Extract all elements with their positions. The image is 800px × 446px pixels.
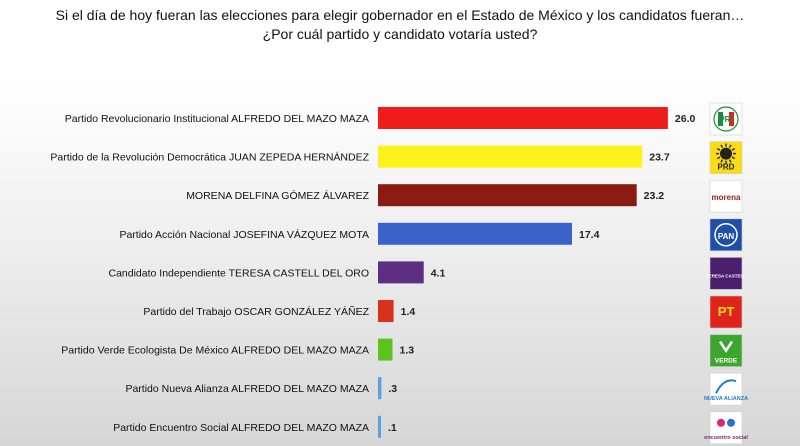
bars-layer: Partido Revolucionario Institucional ALF… (50, 107, 695, 438)
party-logos: PRI PRD morena PAN TERESA CASTELL PT VERDE NUEV… (704, 102, 748, 445)
encuentro-social-logo-icon: encuentro social (704, 411, 748, 445)
pri-logo-icon: PRI (709, 102, 743, 136)
bar-group: Partido del Trabajo OSCAR GONZÁLEZ YÁÑEZ… (143, 300, 415, 322)
bar (378, 338, 393, 361)
bar (378, 145, 643, 168)
data-label: 1.4 (401, 306, 416, 318)
data-label: 4.1 (431, 267, 446, 279)
bar (378, 222, 573, 245)
category-label: Partido Acción Nacional JOSEFINA VÁZQUEZ… (119, 228, 369, 241)
bar-group: Partido Nueva Alianza ALFREDO DEL MAZO M… (125, 377, 397, 400)
category-label: MORENA DELFINA GÓMEZ ÁLVAREZ (186, 189, 369, 202)
logo-text: encuentro social (704, 435, 748, 441)
bar-group: Partido Revolucionario Institucional ALF… (65, 107, 696, 129)
logo-text: PAN (718, 232, 735, 241)
bar-group: Partido de la Revolución Democrática JUA… (50, 145, 670, 168)
bar-group: Partido Encuentro Social ALFREDO DEL MAZ… (113, 415, 397, 438)
category-label: Partido de la Revolución Democrática JUA… (50, 151, 369, 164)
bar (378, 107, 668, 129)
logo-text: PRD (718, 163, 735, 172)
teresa-castell-logo-icon: TERESA CASTELL (706, 257, 746, 290)
pt-logo-icon: PT (709, 295, 743, 329)
category-label: Partido del Trabajo OSCAR GONZÁLEZ YÁÑEZ (143, 305, 369, 318)
prd-logo-icon: PRD (709, 141, 743, 174)
bar (378, 300, 394, 322)
logo-text: TERESA CASTELL (706, 273, 746, 278)
data-label: .3 (388, 383, 397, 395)
logo-text: NUEVA ALIANZA (704, 396, 748, 402)
logo-text: VERDE (715, 358, 738, 365)
data-label: 17.4 (579, 229, 600, 241)
data-label: 23.7 (649, 152, 670, 164)
category-label: Partido Verde Ecologista De México ALFRE… (61, 345, 369, 357)
category-label: Partido Nueva Alianza ALFREDO DEL MAZO M… (125, 383, 369, 395)
pan-logo-icon: PAN (709, 218, 743, 252)
logo-text: PT (718, 304, 735, 319)
category-label: Partido Revolucionario Institucional ALF… (65, 113, 369, 125)
bar (378, 415, 381, 438)
bar (378, 184, 637, 207)
chart-title-line-1: Si el día de hoy fueran las elecciones p… (55, 7, 745, 23)
bar-group: Partido Acción Nacional JOSEFINA VÁZQUEZ… (119, 222, 600, 245)
logo-text: PRI (719, 115, 732, 124)
bar (378, 377, 382, 400)
verde-logo-icon: VERDE (709, 334, 743, 367)
category-label: Candidato Independiente TERESA CASTELL D… (108, 267, 369, 279)
data-label: 26.0 (675, 113, 696, 125)
chart-title: Si el día de hoy fueran las elecciones p… (0, 6, 800, 44)
morena-logo-icon: morena (709, 179, 743, 213)
bar-group: Partido Verde Ecologista De México ALFRE… (61, 338, 414, 361)
data-label: 1.3 (399, 345, 414, 357)
bar (378, 261, 424, 284)
bar-group: Candidato Independiente TERESA CASTELL D… (108, 261, 446, 284)
category-label: Partido Encuentro Social ALFREDO DEL MAZ… (113, 422, 369, 434)
bar-group: MORENA DELFINA GÓMEZ ÁLVAREZ 23.2 (186, 184, 665, 207)
chart-title-line-2: ¿Por cuál partido y candidato votaría us… (262, 26, 538, 42)
data-label: .1 (388, 422, 397, 434)
logo-text: morena (712, 193, 741, 202)
nueva-alianza-logo-icon: NUEVA ALIANZA (704, 372, 748, 406)
data-label: 23.2 (644, 190, 665, 202)
